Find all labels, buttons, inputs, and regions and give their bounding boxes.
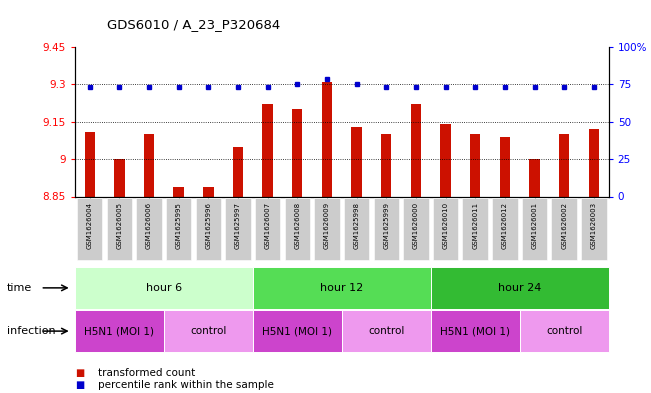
Text: GSM1626009: GSM1626009	[324, 202, 330, 249]
Text: GSM1626007: GSM1626007	[265, 202, 271, 249]
Bar	[255, 198, 281, 260]
Bar	[136, 198, 161, 260]
Bar	[589, 129, 599, 196]
Bar	[203, 187, 214, 196]
Text: H5N1 (MOI 1): H5N1 (MOI 1)	[262, 326, 332, 336]
Bar	[500, 137, 510, 196]
Bar	[411, 105, 421, 196]
Bar	[233, 147, 243, 196]
Bar	[403, 198, 428, 260]
Text: GSM1625998: GSM1625998	[353, 202, 359, 249]
Text: GSM1626005: GSM1626005	[117, 202, 122, 249]
Bar	[77, 198, 102, 260]
Bar	[322, 82, 332, 196]
Bar	[107, 198, 132, 260]
Bar	[166, 198, 191, 260]
Text: ■: ■	[75, 380, 84, 390]
Text: GSM1625996: GSM1625996	[205, 202, 212, 249]
Text: hour 12: hour 12	[320, 283, 363, 293]
Bar	[522, 198, 547, 260]
Bar	[470, 134, 480, 196]
Bar	[462, 198, 488, 260]
Bar	[262, 105, 273, 196]
Text: percentile rank within the sample: percentile rank within the sample	[98, 380, 273, 390]
Bar	[352, 127, 362, 196]
Bar	[173, 187, 184, 196]
Text: GSM1626001: GSM1626001	[532, 202, 538, 249]
Text: GSM1626006: GSM1626006	[146, 202, 152, 249]
Bar	[559, 134, 570, 196]
Bar	[195, 198, 221, 260]
Text: ■: ■	[75, 367, 84, 378]
Bar	[85, 132, 95, 196]
Bar	[314, 198, 340, 260]
Text: hour 24: hour 24	[498, 283, 542, 293]
Text: GSM1626011: GSM1626011	[472, 202, 478, 249]
Bar	[144, 134, 154, 196]
Text: GSM1625999: GSM1625999	[383, 202, 389, 249]
Bar	[225, 198, 251, 260]
Bar	[114, 159, 124, 196]
Text: H5N1 (MOI 1): H5N1 (MOI 1)	[440, 326, 510, 336]
Text: transformed count: transformed count	[98, 367, 195, 378]
Text: time: time	[7, 283, 32, 293]
Bar	[374, 198, 399, 260]
Bar	[529, 159, 540, 196]
Text: GSM1626012: GSM1626012	[502, 202, 508, 249]
Text: GSM1625997: GSM1625997	[235, 202, 241, 249]
Text: H5N1 (MOI 1): H5N1 (MOI 1)	[85, 326, 154, 336]
Text: GSM1625995: GSM1625995	[176, 202, 182, 248]
Bar	[433, 198, 458, 260]
Text: GDS6010 / A_23_P320684: GDS6010 / A_23_P320684	[107, 18, 281, 31]
Text: GSM1626010: GSM1626010	[443, 202, 449, 249]
Text: GSM1626000: GSM1626000	[413, 202, 419, 249]
Text: GSM1626004: GSM1626004	[87, 202, 92, 249]
Bar	[551, 198, 577, 260]
Bar	[284, 198, 310, 260]
Text: control: control	[546, 326, 583, 336]
Bar	[344, 198, 369, 260]
Text: GSM1626002: GSM1626002	[561, 202, 567, 249]
Bar	[492, 198, 518, 260]
Bar	[440, 124, 450, 196]
Text: GSM1626003: GSM1626003	[591, 202, 597, 249]
Bar	[292, 109, 303, 196]
Text: hour 6: hour 6	[146, 283, 182, 293]
Text: control: control	[368, 326, 404, 336]
Text: infection: infection	[7, 326, 55, 336]
Text: GSM1626008: GSM1626008	[294, 202, 300, 249]
Bar	[581, 198, 607, 260]
Text: control: control	[190, 326, 227, 336]
Bar	[381, 134, 391, 196]
